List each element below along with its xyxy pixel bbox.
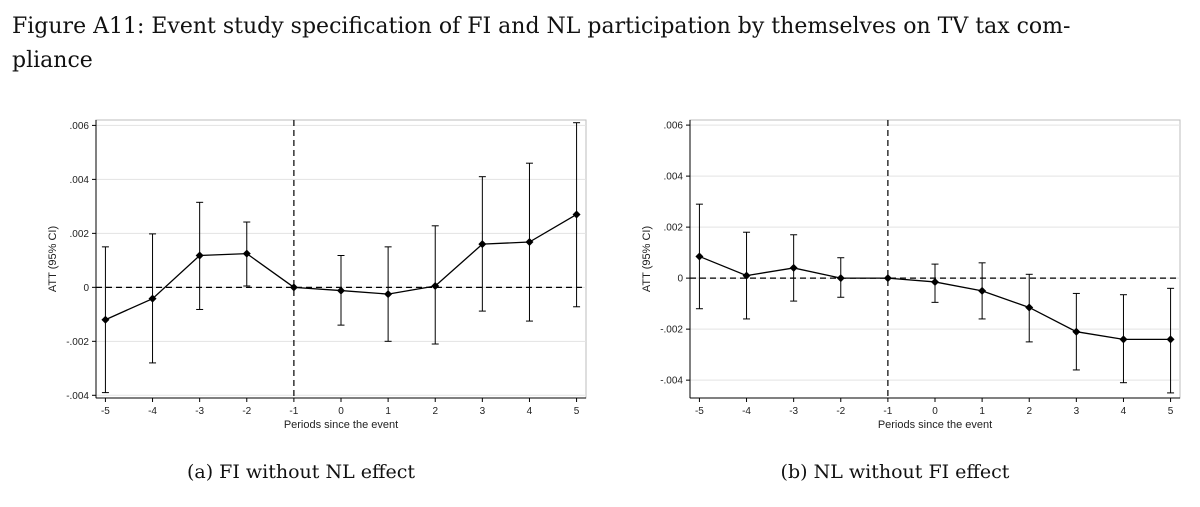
y-tick-label: .006 <box>664 121 684 132</box>
y-tick-label: .002 <box>664 223 684 234</box>
x-tick-label: -3 <box>195 406 204 417</box>
data-point <box>1025 303 1034 312</box>
figure-title: Figure A11: Event study specification of… <box>12 10 1192 78</box>
data-point <box>148 294 157 303</box>
data-point <box>525 237 534 246</box>
x-tick-label: 2 <box>1026 406 1032 417</box>
caption-b-label: (b) <box>780 461 808 483</box>
y-tick-label: .004 <box>664 172 684 183</box>
x-tick-label: 0 <box>932 406 938 417</box>
y-tick-label: .004 <box>70 175 90 186</box>
data-point <box>695 252 704 261</box>
data-point <box>836 274 845 283</box>
x-tick-label: 4 <box>1121 406 1127 417</box>
caption-a-text: FI without NL effect <box>219 461 416 483</box>
figure-title-line-1: Figure A11: Event study specification of… <box>12 14 1071 39</box>
data-point <box>384 290 393 299</box>
chart-panel-a: -.004 -.002 0 .002 .004 .006 -5 -4 -3 -2 -1 0 1 2 3 4 5 P… <box>6 108 596 448</box>
caption-a-label: (a) <box>186 461 214 483</box>
y-axis-title: ATT (95% CI) <box>641 226 653 292</box>
chart-panel-b: -.004 -.002 0 .002 .004 .006 -5 -4 -3 -2 -1 0 1 2 3 4 5 P… <box>600 108 1190 448</box>
x-tick-label: 3 <box>1074 406 1080 417</box>
event-study-chart-a: -.004 -.002 0 .002 .004 .006 -5 -4 -3 -2 -1 0 1 2 3 4 5 P… <box>47 119 587 431</box>
data-point <box>978 286 987 295</box>
data-point <box>1072 327 1081 336</box>
x-tick-label: -4 <box>148 406 157 417</box>
data-point <box>789 263 798 272</box>
y-tick-label: .002 <box>70 229 90 240</box>
plot-frame <box>689 119 1181 399</box>
x-tick-label: -3 <box>789 406 798 417</box>
x-axis-title: Periods since the event <box>878 419 992 431</box>
x-tick-label: 4 <box>527 406 533 417</box>
y-tick-label: -.004 <box>66 391 89 402</box>
x-tick-label: -4 <box>742 406 751 417</box>
x-tick-label: -2 <box>836 406 845 417</box>
x-tick-label: 1 <box>385 406 391 417</box>
x-tick-label: 5 <box>574 406 580 417</box>
figure-title-line-2: pliance <box>12 48 93 73</box>
x-tick-label: -1 <box>883 406 892 417</box>
caption-b: (b) NL without FI effect <box>600 461 1190 483</box>
y-axis-title: ATT (95% CI) <box>47 226 59 292</box>
data-point <box>883 274 892 283</box>
y-tick-label: 0 <box>83 283 89 294</box>
data-point <box>931 277 939 286</box>
x-tick-label: 3 <box>480 406 486 417</box>
y-tick-label: .006 <box>70 121 90 132</box>
event-study-chart-b: -.004 -.002 0 .002 .004 .006 -5 -4 -3 -2 -1 0 1 2 3 4 5 P… <box>641 119 1181 431</box>
data-point <box>742 271 751 280</box>
y-tick-label: 0 <box>677 274 683 285</box>
x-tick-label: -5 <box>101 406 110 417</box>
x-tick-label: -1 <box>289 406 298 417</box>
data-point <box>289 283 298 292</box>
y-tick-label: -.002 <box>66 337 89 348</box>
x-tick-label: 1 <box>979 406 985 417</box>
data-point <box>478 240 487 249</box>
data-point <box>1119 335 1128 344</box>
x-axis-title: Periods since the event <box>284 419 398 431</box>
data-point <box>572 210 581 219</box>
data-point <box>337 286 345 295</box>
data-point <box>101 315 110 324</box>
x-tick-label: -5 <box>695 406 704 417</box>
data-point <box>1166 335 1175 344</box>
data-point <box>242 249 251 258</box>
caption-b-text: NL without FI effect <box>813 461 1010 483</box>
x-tick-label: 2 <box>432 406 438 417</box>
data-point <box>195 251 204 260</box>
x-tick-label: 0 <box>338 406 344 417</box>
y-tick-label: -.002 <box>660 325 683 336</box>
x-tick-label: 5 <box>1168 406 1174 417</box>
y-tick-label: -.004 <box>660 376 683 387</box>
caption-a: (a) FI without NL effect <box>6 461 596 483</box>
x-tick-label: -2 <box>242 406 251 417</box>
data-point <box>431 281 440 290</box>
